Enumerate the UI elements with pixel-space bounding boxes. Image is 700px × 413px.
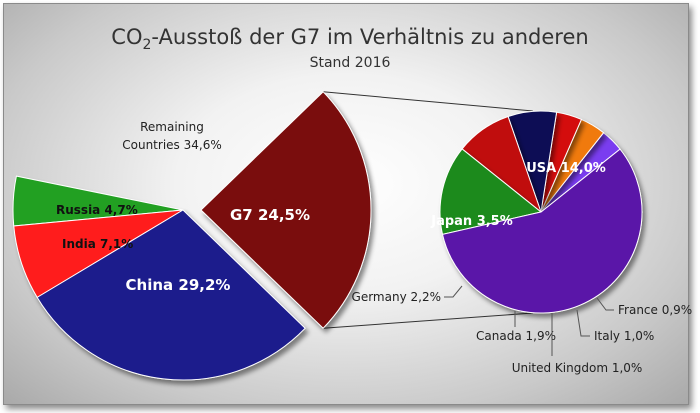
label-uk: United Kingdom 1,0%: [512, 361, 643, 375]
label-japan: Japan 3,5%: [430, 214, 513, 229]
label-remaining-line1: Remaining: [140, 120, 204, 134]
label-germany: Germany 2,2%: [352, 290, 441, 304]
slice-china: [36, 209, 306, 381]
leader-france: [596, 297, 614, 311]
leader-italy: [576, 309, 590, 337]
label-remaining-line2: Countries 34,6%: [122, 138, 221, 152]
label-russia: Russia 4,7%: [56, 203, 138, 217]
connector-top: [323, 91, 534, 112]
label-italy: Italy 1,0%: [594, 329, 654, 343]
slice-labels: Remaining Countries 34,6% Russia 4,7% India…: [56, 120, 692, 375]
label-usa: USA 14,0%: [526, 161, 606, 176]
label-g7: G7 24,5%: [230, 206, 310, 224]
chart-subtitle: Stand 2016: [310, 55, 391, 71]
slice-usa: [441, 148, 643, 314]
label-india: India 7,1%: [62, 237, 133, 251]
main-pie: [12, 91, 372, 381]
g7-breakdown-pie: [439, 110, 643, 314]
label-canada: Canada 1,9%: [476, 329, 556, 343]
label-france: France 0,9%: [618, 303, 692, 317]
slice-g7: [200, 91, 372, 329]
label-china: China 29,2%: [126, 276, 231, 294]
slice-japan: [439, 148, 543, 235]
leader-germany: [444, 285, 463, 298]
connector-bottom: [323, 312, 534, 329]
chart-title: CO2-Ausstoß der G7 im Verhältnis zu ande…: [111, 25, 588, 53]
connector-lines: [323, 91, 534, 329]
